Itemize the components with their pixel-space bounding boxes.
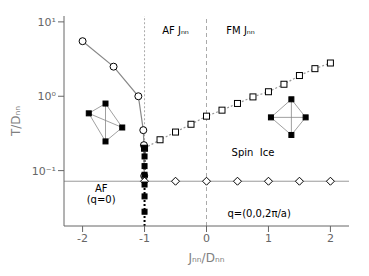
svg-text:FM Jₙₙ: FM Jₙₙ [226, 25, 254, 36]
svg-text:Jₙₙ/Dₙₙ: Jₙₙ/Dₙₙ [188, 251, 225, 265]
svg-text:-2: -2 [77, 232, 88, 245]
svg-text:q=(0,0,2π/a): q=(0,0,2π/a) [227, 208, 291, 219]
svg-text:0: 0 [203, 232, 210, 245]
svg-text:T/Dₙₙ: T/Dₙₙ [9, 106, 23, 137]
svg-text:AF(q=0): AF(q=0) [87, 183, 116, 205]
svg-text:AF Jₙₙ: AF Jₙₙ [162, 25, 189, 36]
svg-text:1: 1 [265, 232, 272, 245]
svg-text:10⁰: 10⁰ [38, 90, 57, 103]
svg-text:10⁻¹: 10⁻¹ [32, 165, 56, 178]
svg-text:-1: -1 [139, 232, 150, 245]
svg-text:10¹: 10¹ [38, 16, 56, 29]
svg-text:Spin Ice: Spin Ice [232, 147, 275, 158]
svg-text:2: 2 [327, 232, 334, 245]
